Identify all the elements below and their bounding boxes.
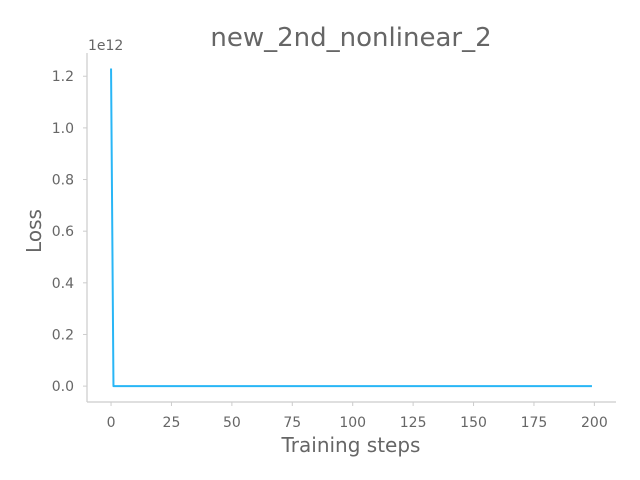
y-tick-label: 0.2 [52,327,74,343]
chart-title: new_2nd_nonlinear_2 [210,23,491,53]
y-tick-label: 0.0 [52,379,74,395]
y-tick-label: 0.8 [52,173,74,189]
x-tick-label: 125 [400,415,427,431]
series-layer [111,68,592,386]
y-tick-label: 0.4 [52,276,74,292]
x-tick-label: 175 [521,415,548,431]
x-tick-label: 150 [460,415,487,431]
x-tick-label: 200 [581,415,608,431]
y-tick-label: 1.2 [52,69,74,85]
x-tick-label: 0 [107,415,116,431]
series-line-loss [111,68,592,386]
x-axis-ticks: 0 25 50 75 100 125 150 175 200 [107,402,608,431]
x-tick-label: 25 [163,415,181,431]
x-axis-label: Training steps [281,433,421,457]
y-tick-label: 1.0 [52,121,74,137]
y-axis-label: Loss [22,209,46,253]
y-tick-label: 0.6 [52,224,74,240]
x-tick-label: 75 [283,415,301,431]
y-axis-ticks: 0.0 0.2 0.4 0.6 0.8 1.0 1.2 [52,69,87,395]
y-axis-offset-label: 1e12 [88,38,123,54]
x-tick-label: 50 [223,415,241,431]
x-tick-label: 100 [339,415,366,431]
